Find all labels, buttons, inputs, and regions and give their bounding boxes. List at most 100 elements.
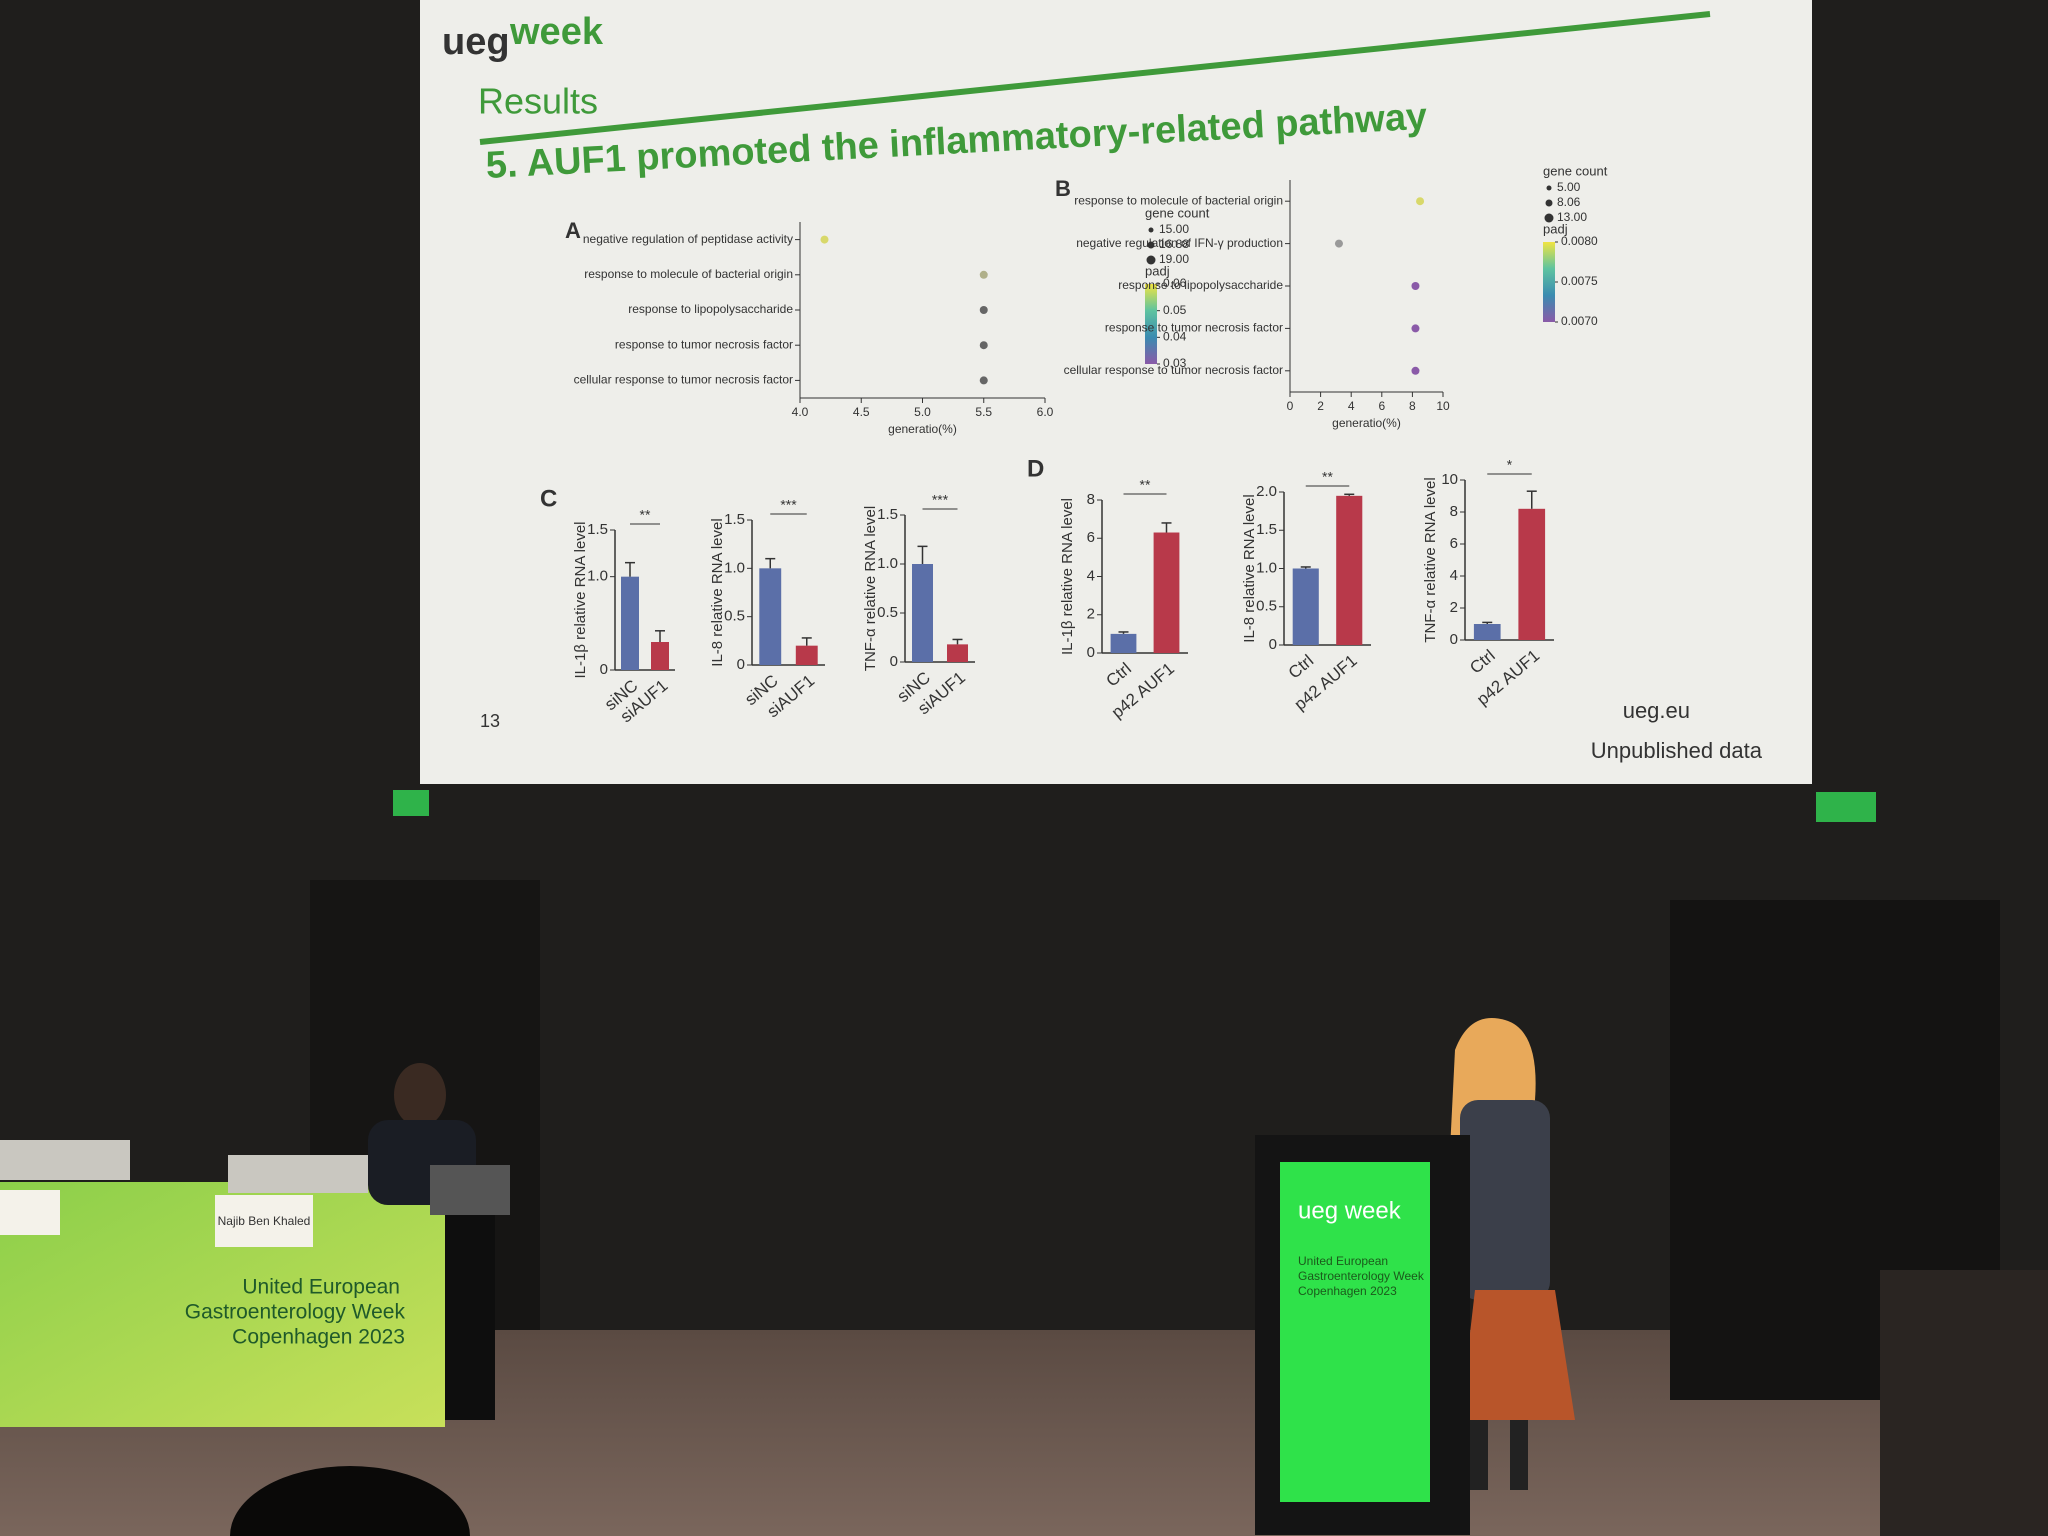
significance: ** (1140, 477, 1151, 493)
audience-head (230, 1466, 470, 1536)
lectern-side (1880, 1270, 2048, 1536)
y-tick-label: 0 (1269, 636, 1277, 653)
x-tick-label: 6 (1378, 399, 1385, 413)
size-legend-label: 19.00 (1159, 252, 1189, 266)
y-tick-label: 1.5 (587, 521, 608, 538)
significance: ** (640, 507, 651, 523)
y-tick-label: 0 (1450, 631, 1458, 648)
podium-text: Copenhagen 2023 (1298, 1284, 1397, 1298)
y-tick-label: 1.5 (1256, 521, 1277, 538)
y-tick-label: 1.0 (587, 568, 608, 585)
category-label: negative regulation of IFN-γ production (1076, 236, 1283, 250)
y-tick-label: 10 (1441, 471, 1458, 488)
moderator-head (394, 1063, 446, 1127)
bar (1292, 568, 1319, 645)
y-tick-label: 1.5 (724, 511, 745, 528)
colorbar-label: 0.0075 (1561, 274, 1598, 288)
bar (1153, 532, 1180, 653)
speaker-body (1460, 1100, 1550, 1300)
panel-label: A (565, 218, 581, 243)
colorbar-label: 0.06 (1163, 276, 1187, 290)
bar (651, 642, 669, 670)
y-tick-label: 1.5 (877, 506, 898, 523)
panel-label: C (540, 485, 557, 512)
size-legend-dot (1146, 255, 1156, 265)
size-legend-title: gene count (1145, 205, 1210, 220)
y-tick-label: 1.0 (724, 559, 745, 576)
bar (1336, 495, 1363, 645)
y-axis-label: IL-8 relative RNA level (1241, 494, 1258, 642)
bar (795, 645, 818, 665)
bar (759, 568, 782, 665)
y-tick-label: 8 (1450, 503, 1458, 520)
size-legend-title: gene count (1543, 163, 1608, 178)
x-tick-label: 4.5 (853, 405, 870, 419)
dot (979, 306, 988, 314)
colorbar-label: 0.0070 (1561, 314, 1598, 328)
colorbar-label: 0.0080 (1561, 234, 1598, 248)
category-label: negative regulation of peptidase activit… (583, 232, 793, 246)
panel-label: B (1055, 176, 1071, 201)
size-legend-label: 16.88 (1159, 237, 1189, 251)
colorbar-label: 0.04 (1163, 330, 1187, 344)
x-tick-label: 10 (1436, 399, 1450, 413)
panel-label: D (1027, 455, 1044, 482)
category-label: cellular response to tumor necrosis fact… (1064, 363, 1283, 377)
size-legend-dot (1544, 213, 1554, 223)
page-number: 13 (480, 711, 500, 731)
logo-week: week (509, 11, 604, 53)
banner-line: Copenhagen 2023 (232, 1326, 405, 1349)
exit-sign (1816, 792, 1876, 822)
y-tick-label: 6 (1087, 529, 1095, 546)
x-axis-label: generatio(%) (1332, 416, 1401, 430)
bar (1518, 508, 1546, 640)
y-tick-label: 2 (1450, 599, 1458, 616)
size-legend-label: 15.00 (1159, 222, 1189, 236)
bar (947, 644, 968, 662)
dot (1411, 324, 1420, 333)
bar (1110, 633, 1137, 653)
dot (1411, 366, 1420, 375)
x-tick-label: 5.5 (975, 405, 992, 419)
speaker-leg (1510, 1420, 1528, 1490)
size-legend-label: 13.00 (1557, 210, 1587, 224)
size-legend-label: 5.00 (1557, 180, 1581, 194)
exit-sign (393, 790, 429, 816)
y-tick-label: 1.0 (1256, 559, 1277, 576)
significance: *** (780, 497, 797, 513)
color-legend-title: padj (1543, 221, 1568, 236)
monitor (0, 1140, 130, 1180)
x-tick-label: 5.0 (914, 405, 931, 419)
x-axis-label: generatio(%) (888, 422, 957, 436)
y-tick-label: 0.5 (724, 608, 745, 625)
y-axis-label: TNF-α relative RNA level (862, 506, 879, 671)
y-tick-label: 0.5 (1256, 598, 1277, 615)
podium-text: Gastroenterology Week (1298, 1269, 1425, 1283)
colorbar-label: 0.05 (1163, 303, 1187, 317)
category-label: response to lipopolysaccharide (628, 302, 793, 316)
speaker-skirt (1460, 1290, 1575, 1420)
category-label: response to lipopolysaccharide (1118, 278, 1283, 292)
dot (979, 341, 988, 350)
size-legend-dot (1545, 199, 1553, 207)
y-tick-label: 2 (1087, 606, 1095, 623)
bar (1473, 624, 1501, 640)
y-tick-label: 0 (1087, 644, 1095, 661)
monitor (228, 1155, 368, 1193)
dot (1416, 197, 1425, 206)
y-axis-label: IL-1β relative RNA level (572, 521, 589, 678)
significance: * (1507, 457, 1513, 473)
laptop (430, 1165, 510, 1215)
colorbar (1543, 242, 1555, 322)
significance: *** (932, 492, 949, 508)
dot (1411, 282, 1420, 290)
note: Unpublished data (1591, 738, 1763, 763)
nameplate (0, 1190, 60, 1235)
category-label: response to tumor necrosis factor (1105, 321, 1283, 335)
speaker-leg (1470, 1420, 1488, 1490)
table (445, 1210, 495, 1420)
x-tick-label: 0 (1287, 399, 1294, 413)
y-tick-label: 4 (1450, 567, 1458, 584)
y-tick-label: 0 (737, 656, 745, 673)
